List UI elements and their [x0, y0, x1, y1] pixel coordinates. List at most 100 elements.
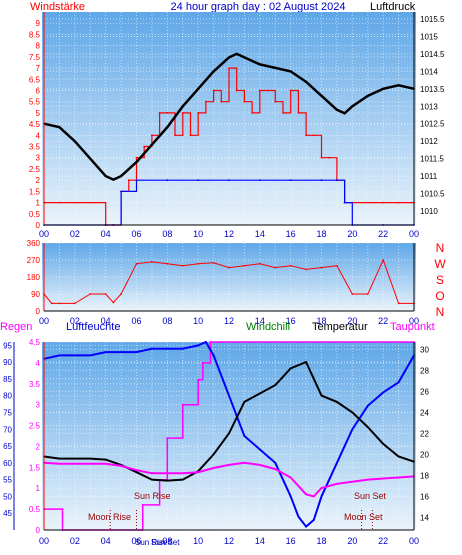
wind-tick-label: 7 [36, 64, 41, 73]
dewpoint-line-point [366, 478, 369, 481]
pressure-line-point [366, 94, 369, 97]
pressure-line-point [212, 70, 215, 73]
temperature-line-point [336, 401, 338, 403]
temperature-line-point [258, 392, 261, 395]
wind-speed-line-point [397, 201, 400, 204]
hour-tick-label: 20 [347, 229, 357, 239]
wind-gust-line-point [135, 179, 138, 182]
pressure-tick-label: 1010.5 [420, 190, 445, 199]
hour-tick-label: 12 [224, 536, 234, 546]
hour-tick-label: 08 [162, 536, 172, 546]
temperature-line-point [89, 457, 92, 460]
dewpoint-tick-label: 18 [420, 471, 429, 480]
humidity-tick-label: 85 [3, 375, 12, 384]
dewpoint-line-point [397, 476, 400, 479]
pressure-line-point [181, 105, 184, 108]
hour-tick-label: 00 [39, 536, 49, 546]
wind-gust-line-point [336, 179, 338, 182]
wind-speed-line-point [266, 89, 269, 92]
wind-direction-line-point [197, 262, 200, 265]
hour-tick-label: 06 [131, 229, 141, 239]
wind-direction-line-point [112, 301, 115, 304]
wind-speed-line-point [58, 201, 61, 204]
humidity-tick-label: 50 [3, 492, 12, 501]
temperature-line-point [135, 471, 138, 474]
hour-tick-label: 04 [101, 316, 111, 326]
annotation-moon-set: Moon Set [344, 512, 383, 522]
temperature-line-point [366, 426, 369, 428]
dewpoint-line-point [120, 465, 122, 467]
dir-label-n-bottom: N [436, 305, 445, 319]
wind-direction-line-point [258, 262, 261, 265]
humidity-line-point [366, 404, 369, 407]
wind-speed-line-point [220, 100, 223, 103]
humidity-line-point [382, 391, 385, 394]
hour-tick-label: 08 [162, 229, 172, 239]
hour-tick-label: 06 [131, 316, 141, 326]
wind-speed-line-point [282, 112, 284, 114]
wind-speed-line-point [135, 156, 138, 159]
wind-gust-line-point [258, 179, 261, 182]
humidity-line-point [243, 435, 246, 437]
bottom-sun-set: Sun Set [151, 538, 180, 547]
wind-direction-line-point [166, 262, 169, 265]
hour-tick-label: 20 [347, 316, 357, 326]
dewpoint-tick-label: 16 [420, 492, 429, 501]
humidity-line-point [305, 525, 307, 528]
wind-speed-line-point [89, 201, 92, 204]
pressure-line [43, 52, 415, 181]
temperature-line-point [382, 443, 385, 445]
wind-speed-line-point [258, 89, 261, 92]
rain-tick-label: 4 [36, 359, 41, 368]
wind-tick-label: 2.5 [29, 165, 41, 174]
wind-speed-line-point [289, 89, 292, 92]
wind-tick-label: 6 [36, 86, 41, 95]
dewpoint-line-point [151, 472, 153, 475]
pressure-tick-label: 1015 [420, 32, 438, 41]
rain-line-point [166, 437, 169, 439]
pressure-line-point [166, 126, 169, 129]
wind-direction-line-point [181, 264, 184, 267]
hour-tick-label: 06 [131, 536, 141, 546]
wind-speed-line [44, 67, 414, 226]
dewpoint-tick-label: 14 [420, 513, 429, 522]
wind-speed-line-point [73, 201, 76, 204]
humidity-line-point [181, 347, 184, 350]
dir-label-s: S [436, 273, 444, 287]
dewpoint-tick-label: 28 [420, 366, 429, 375]
dewpoint-line-point [212, 467, 215, 469]
direction-tick-label: 0 [36, 307, 41, 316]
wind-direction-line-point [228, 266, 230, 269]
rain-line-point [181, 403, 184, 406]
humidity-line-point [289, 495, 292, 498]
temperature-line-point [166, 479, 169, 482]
hour-tick-label: 04 [101, 229, 111, 239]
pressure-tick-label: 1010 [420, 207, 438, 216]
rain-tick-label: 3 [36, 401, 41, 410]
temperature-line-point [305, 361, 307, 363]
humidity-tick-label: 90 [3, 358, 12, 367]
hour-tick-label: 14 [255, 316, 265, 326]
direction-tick-label: 270 [27, 256, 41, 265]
dewpoint-line-point [382, 477, 385, 480]
hour-tick-label: 18 [316, 536, 326, 546]
humidity-line-point [73, 354, 76, 357]
hour-tick-label: 10 [193, 316, 203, 326]
wind-speed-line-point [312, 134, 315, 137]
dewpoint-tick-label: 22 [420, 429, 429, 438]
wind-direction-line-point [212, 261, 215, 264]
pressure-line-point [305, 80, 307, 83]
rain-tick-label: 3.5 [29, 380, 41, 389]
dewpoint-line-point [336, 482, 338, 485]
wind-speed-line-point [181, 112, 184, 114]
dewpoint-line-point [166, 472, 169, 475]
pressure-line-point [197, 87, 200, 90]
legend-luftfeuchte: Luftfeuchte [66, 321, 120, 333]
humidity-tick-label: 95 [3, 341, 12, 350]
wind-speed-line-point [305, 134, 307, 137]
rain-tick-label: 0 [36, 526, 41, 535]
direction-tick-label: 360 [27, 239, 41, 248]
temperature-line-point [228, 432, 230, 435]
humidity-tick-label: 45 [3, 509, 12, 518]
temperature-line-point [320, 394, 323, 397]
